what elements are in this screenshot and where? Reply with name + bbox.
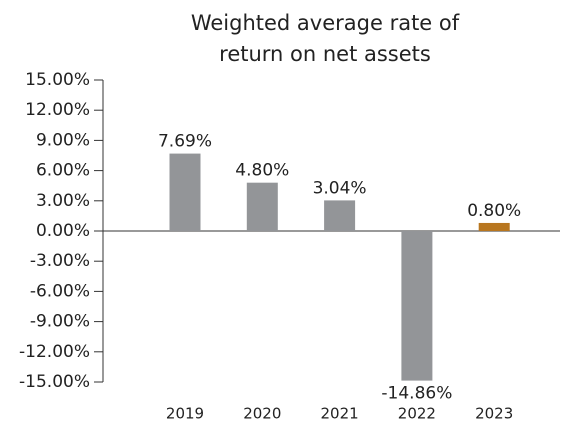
data-label: 7.69% (158, 132, 212, 152)
chart-title: return on net assets (219, 42, 431, 66)
data-label: -14.86% (381, 384, 452, 404)
bar (324, 200, 356, 231)
x-tick-label: 2022 (398, 405, 436, 423)
y-tick-label: -9.00% (30, 312, 90, 332)
bar (401, 231, 433, 381)
y-tick-label: 6.00% (36, 161, 90, 181)
bar (478, 222, 510, 231)
data-label: 4.80% (235, 161, 289, 181)
y-tick-label: -12.00% (19, 342, 90, 362)
y-tick-label: 15.00% (25, 70, 90, 90)
x-tick-label: 2021 (321, 405, 359, 423)
bar (246, 182, 278, 231)
data-label: 0.80% (467, 201, 521, 221)
chart-title: Weighted average rate of (191, 11, 460, 35)
bar (169, 153, 201, 231)
x-tick-label: 2023 (475, 405, 513, 423)
y-tick-label: -6.00% (30, 281, 90, 301)
y-tick-label: 9.00% (36, 130, 90, 150)
y-tick-label: 12.00% (25, 100, 90, 120)
y-tick-label: 0.00% (36, 221, 90, 241)
y-tick-label: -3.00% (30, 251, 90, 271)
x-tick-label: 2019 (166, 405, 204, 423)
y-tick-label: -15.00% (19, 372, 90, 392)
data-label: 3.04% (313, 178, 367, 198)
y-tick-label: 3.00% (36, 191, 90, 211)
x-tick-label: 2020 (243, 405, 281, 423)
